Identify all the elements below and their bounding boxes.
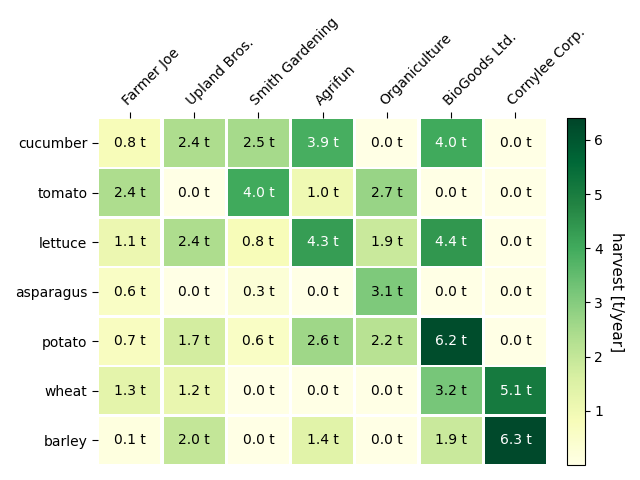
FancyBboxPatch shape	[164, 417, 225, 464]
FancyBboxPatch shape	[164, 367, 225, 414]
FancyBboxPatch shape	[485, 417, 546, 464]
FancyBboxPatch shape	[485, 318, 546, 365]
Text: 1.2 t: 1.2 t	[178, 384, 210, 398]
Text: 6.3 t: 6.3 t	[499, 433, 531, 447]
FancyBboxPatch shape	[292, 120, 353, 167]
FancyBboxPatch shape	[356, 218, 417, 265]
Text: 1.3 t: 1.3 t	[114, 384, 146, 398]
Text: 0.0 t: 0.0 t	[243, 433, 275, 447]
Text: 2.5 t: 2.5 t	[243, 136, 275, 150]
FancyBboxPatch shape	[356, 169, 417, 216]
Text: 2.0 t: 2.0 t	[179, 433, 210, 447]
Text: 2.4 t: 2.4 t	[179, 235, 210, 249]
FancyBboxPatch shape	[420, 367, 482, 414]
FancyBboxPatch shape	[485, 268, 546, 315]
Text: 0.0 t: 0.0 t	[435, 285, 467, 299]
FancyBboxPatch shape	[485, 169, 546, 216]
Y-axis label: harvest [t/year]: harvest [t/year]	[609, 231, 624, 352]
Text: 4.4 t: 4.4 t	[435, 235, 467, 249]
Text: 1.9 t: 1.9 t	[371, 235, 403, 249]
FancyBboxPatch shape	[356, 268, 417, 315]
FancyBboxPatch shape	[99, 120, 161, 167]
Text: 0.0 t: 0.0 t	[435, 186, 467, 200]
FancyBboxPatch shape	[356, 417, 417, 464]
Text: 0.0 t: 0.0 t	[307, 285, 339, 299]
Text: 0.0 t: 0.0 t	[500, 186, 531, 200]
FancyBboxPatch shape	[99, 218, 161, 265]
Text: 2.6 t: 2.6 t	[307, 334, 339, 348]
FancyBboxPatch shape	[99, 367, 161, 414]
FancyBboxPatch shape	[485, 120, 546, 167]
Text: 0.0 t: 0.0 t	[179, 285, 210, 299]
FancyBboxPatch shape	[228, 169, 289, 216]
FancyBboxPatch shape	[420, 417, 482, 464]
Text: 4.0 t: 4.0 t	[435, 136, 467, 150]
Text: 0.6 t: 0.6 t	[114, 285, 146, 299]
Text: 1.0 t: 1.0 t	[307, 186, 339, 200]
Text: 3.1 t: 3.1 t	[371, 285, 403, 299]
FancyBboxPatch shape	[485, 367, 546, 414]
Text: 0.0 t: 0.0 t	[371, 433, 403, 447]
FancyBboxPatch shape	[99, 417, 161, 464]
Text: 0.0 t: 0.0 t	[243, 384, 275, 398]
Text: 1.7 t: 1.7 t	[178, 334, 210, 348]
FancyBboxPatch shape	[292, 318, 353, 365]
Text: 0.0 t: 0.0 t	[307, 384, 339, 398]
Text: 0.0 t: 0.0 t	[500, 285, 531, 299]
Text: 0.8 t: 0.8 t	[243, 235, 275, 249]
FancyBboxPatch shape	[228, 120, 289, 167]
FancyBboxPatch shape	[420, 318, 482, 365]
FancyBboxPatch shape	[228, 367, 289, 414]
Text: 2.2 t: 2.2 t	[371, 334, 403, 348]
FancyBboxPatch shape	[99, 268, 161, 315]
FancyBboxPatch shape	[420, 120, 482, 167]
FancyBboxPatch shape	[292, 169, 353, 216]
Text: 5.1 t: 5.1 t	[499, 384, 531, 398]
FancyBboxPatch shape	[228, 318, 289, 365]
FancyBboxPatch shape	[164, 120, 225, 167]
Text: 0.0 t: 0.0 t	[371, 384, 403, 398]
Text: 1.4 t: 1.4 t	[307, 433, 339, 447]
Text: 0.1 t: 0.1 t	[114, 433, 146, 447]
FancyBboxPatch shape	[485, 218, 546, 265]
FancyBboxPatch shape	[356, 367, 417, 414]
Text: 2.4 t: 2.4 t	[114, 186, 146, 200]
FancyBboxPatch shape	[99, 169, 161, 216]
FancyBboxPatch shape	[292, 218, 353, 265]
FancyBboxPatch shape	[164, 169, 225, 216]
Text: 0.7 t: 0.7 t	[114, 334, 146, 348]
FancyBboxPatch shape	[356, 318, 417, 365]
FancyBboxPatch shape	[420, 268, 482, 315]
Text: 2.4 t: 2.4 t	[179, 136, 210, 150]
Text: 4.3 t: 4.3 t	[307, 235, 339, 249]
FancyBboxPatch shape	[228, 218, 289, 265]
Text: 1.1 t: 1.1 t	[114, 235, 146, 249]
FancyBboxPatch shape	[292, 268, 353, 315]
FancyBboxPatch shape	[356, 120, 417, 167]
FancyBboxPatch shape	[164, 268, 225, 315]
FancyBboxPatch shape	[420, 218, 482, 265]
FancyBboxPatch shape	[164, 218, 225, 265]
Text: 0.0 t: 0.0 t	[500, 136, 531, 150]
Text: 0.0 t: 0.0 t	[179, 186, 210, 200]
Text: 1.9 t: 1.9 t	[435, 433, 467, 447]
Text: 2.7 t: 2.7 t	[371, 186, 403, 200]
Text: 3.9 t: 3.9 t	[307, 136, 339, 150]
Text: 0.6 t: 0.6 t	[243, 334, 275, 348]
Text: 0.0 t: 0.0 t	[500, 334, 531, 348]
Text: 6.2 t: 6.2 t	[435, 334, 467, 348]
FancyBboxPatch shape	[99, 318, 161, 365]
FancyBboxPatch shape	[164, 318, 225, 365]
Text: 0.0 t: 0.0 t	[371, 136, 403, 150]
FancyBboxPatch shape	[292, 367, 353, 414]
Text: 0.0 t: 0.0 t	[500, 235, 531, 249]
FancyBboxPatch shape	[420, 169, 482, 216]
Text: 3.2 t: 3.2 t	[435, 384, 467, 398]
FancyBboxPatch shape	[292, 417, 353, 464]
Text: 0.3 t: 0.3 t	[243, 285, 275, 299]
FancyBboxPatch shape	[228, 417, 289, 464]
Text: 0.8 t: 0.8 t	[114, 136, 146, 150]
Text: 4.0 t: 4.0 t	[243, 186, 275, 200]
FancyBboxPatch shape	[228, 268, 289, 315]
